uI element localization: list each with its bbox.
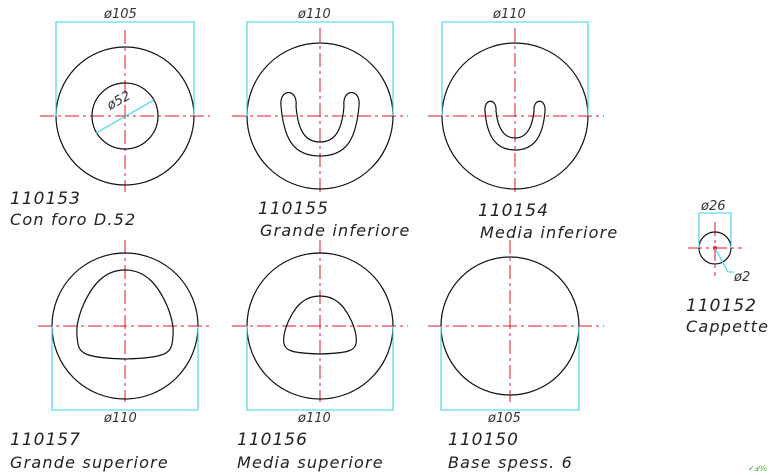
part-description: Media inferiore [480,223,618,242]
diameter-label: ø110 [492,7,526,22]
diameter-dimension [51,326,199,411]
part-description: Media superiore [237,453,384,472]
triangular-cutout-large [76,269,174,360]
part-110150: ø105 110150 Base spess. 6 [428,240,604,472]
part-description: Grande inferiore [260,221,411,240]
diameter-dimension [55,21,195,116]
part-code: 110152 [686,296,757,316]
diameter-label: ø110 [297,7,331,22]
hole-diameter-label: ø52 [104,89,134,114]
part-code: 110155 [258,199,329,219]
part-description: Base spess. 6 [448,453,573,472]
part-description: Cappette [686,317,769,336]
part-110153: ø105 ø52 110153 Con foro D.52 [10,7,210,229]
u-slot-large [280,91,360,157]
part-code: 110157 [10,430,81,450]
diameter-label: ø110 [297,411,331,426]
hole-diameter-leader [714,247,734,273]
diameter-label: ø105 [487,411,521,426]
diameter-dimension [441,21,589,116]
hole-diameter-leader [95,99,155,134]
center-hole [91,82,159,150]
part-description: Grande superiore [10,453,169,472]
diameter-label: ø26 [700,199,726,214]
diameter-dimension [246,21,394,116]
hole-diameter-label: ø2 [733,270,750,285]
part-110155: ø110 110155 Grande inferiore [232,7,411,240]
u-slot-medium [484,100,546,151]
part-110157: ø110 110157 Grande superiore [10,240,212,472]
diameter-label: ø110 [103,411,137,426]
corner-mark: ✓ⅎ⁰⁄₀ [748,464,767,473]
part-code: 110154 [478,201,549,221]
triangular-cutout-medium [283,295,357,355]
diameter-dimension [440,326,580,411]
part-110154: ø110 110154 Media inferiore [428,7,618,242]
center-hole [712,245,718,251]
diameter-dimension [246,326,394,411]
part-110156: ø110 110156 Media superiore [232,240,408,472]
part-description: Con foro D.52 [10,210,136,229]
diameter-dimension [698,212,732,248]
part-code: 110150 [448,430,519,450]
diameter-label: ø105 [103,7,137,22]
part-110152: ø26 ø2 110152 Cappette [686,199,769,336]
part-code: 110153 [10,189,81,209]
part-code: 110156 [237,430,308,450]
